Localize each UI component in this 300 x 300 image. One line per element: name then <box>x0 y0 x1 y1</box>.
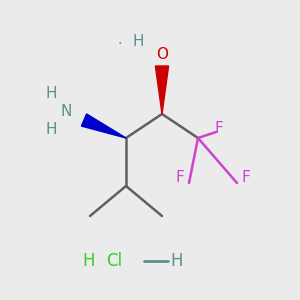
Text: H: H <box>171 252 183 270</box>
Text: F: F <box>214 122 224 136</box>
Text: H: H <box>82 252 95 270</box>
Text: F: F <box>176 169 184 184</box>
Text: H: H <box>45 85 57 100</box>
Text: H: H <box>45 122 57 136</box>
Polygon shape <box>81 114 126 138</box>
Text: F: F <box>242 169 250 184</box>
Text: N: N <box>60 103 72 118</box>
Text: O: O <box>156 46 168 62</box>
Text: Cl: Cl <box>106 252 122 270</box>
Polygon shape <box>155 66 169 114</box>
Text: H: H <box>132 34 144 50</box>
Text: ·: · <box>118 37 122 50</box>
